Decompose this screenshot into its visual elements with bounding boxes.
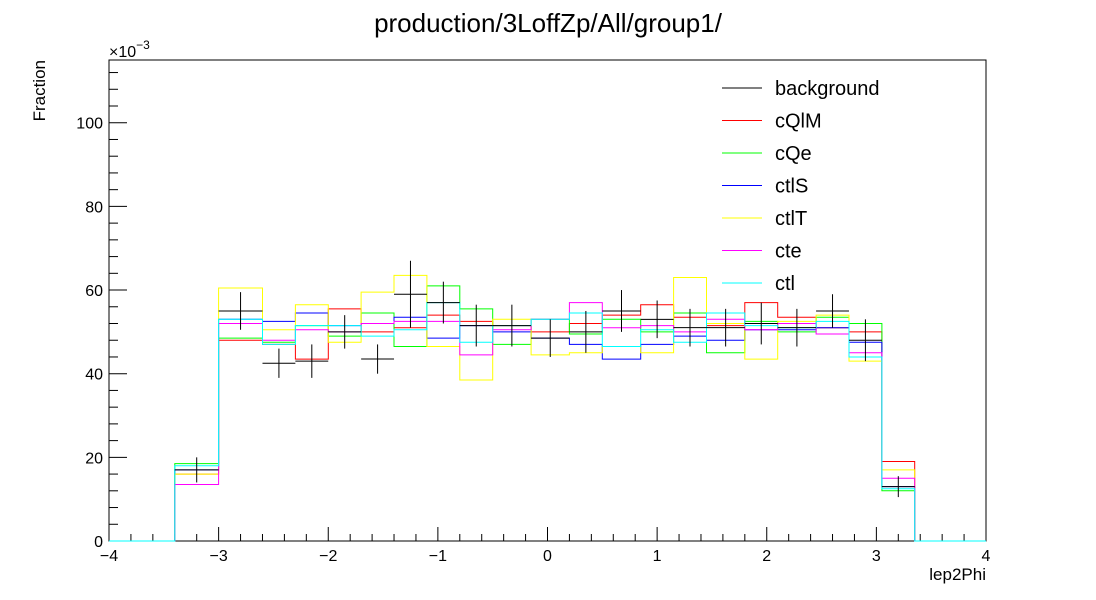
y-exponent-power: −3 bbox=[136, 38, 150, 52]
y-tick-label: 0 bbox=[94, 534, 103, 551]
series-layer bbox=[109, 260, 986, 542]
x-axis-label: lep2Phi bbox=[929, 565, 986, 584]
legend-label-ctlS: ctlS bbox=[775, 176, 808, 198]
y-tick-label: 100 bbox=[76, 116, 103, 133]
legend-label-cte: cte bbox=[775, 241, 802, 263]
y-exponent-base: ×10 bbox=[109, 44, 136, 61]
legend-label-background: background bbox=[775, 78, 880, 100]
chart-title: production/3LoffZp/All/group1/ bbox=[374, 8, 723, 38]
x-tick-label: −1 bbox=[429, 548, 447, 565]
legend: background cQlM cQe ctlS ctlT cte ctl bbox=[722, 78, 880, 295]
x-tick-label: 2 bbox=[762, 548, 771, 565]
y-tick-label: 60 bbox=[85, 283, 103, 300]
x-tick-label: 1 bbox=[653, 548, 662, 565]
x-tick-label: 4 bbox=[982, 548, 991, 565]
legend-label-cQlM: cQlM bbox=[775, 111, 822, 133]
x-tick-label: −4 bbox=[100, 548, 118, 565]
legend-label-cQe: cQe bbox=[775, 143, 812, 165]
series-ctl-line bbox=[109, 302, 986, 542]
y-tick-label: 20 bbox=[85, 450, 103, 467]
legend-label-ctlT: ctlT bbox=[775, 208, 807, 230]
x-tick-label: 3 bbox=[872, 548, 881, 565]
y-tick-label: 80 bbox=[85, 199, 103, 216]
legend-label-ctl: ctl bbox=[775, 273, 795, 295]
y-exponent-label: ×10−3 bbox=[109, 38, 150, 61]
y-tick-label: 40 bbox=[85, 367, 103, 384]
x-tick-label: −2 bbox=[319, 548, 337, 565]
x-tick-label: 0 bbox=[543, 548, 552, 565]
series-ctlS-line bbox=[109, 312, 986, 542]
y-axis-label: Fraction bbox=[30, 60, 49, 121]
x-tick-label: −3 bbox=[210, 548, 228, 565]
